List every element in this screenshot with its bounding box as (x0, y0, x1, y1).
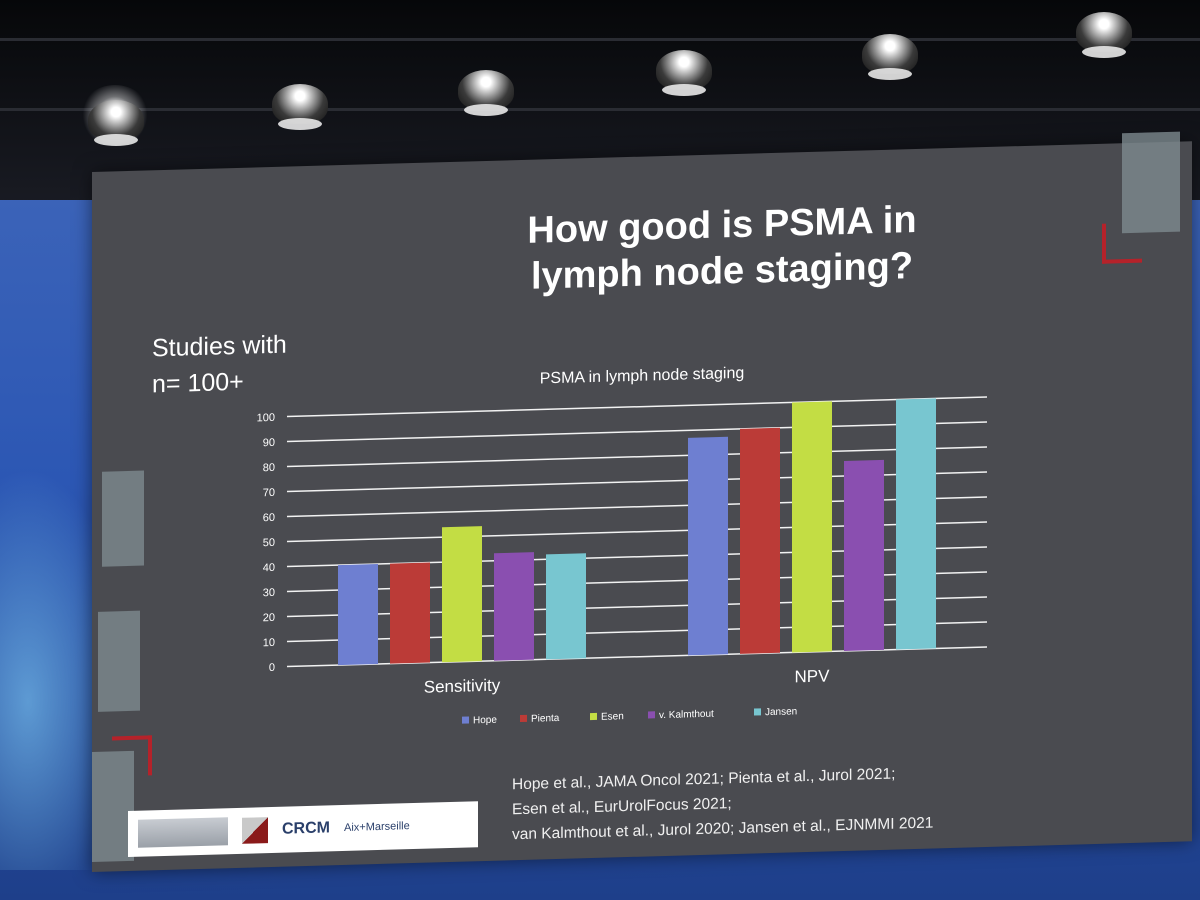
y-tick-label: 60 (263, 512, 275, 524)
bar-v-kalmthout-sensitivity (494, 552, 534, 661)
stage-light (862, 34, 918, 80)
bar-jansen-sensitivity (546, 553, 586, 660)
legend-label: Esen (601, 711, 624, 723)
stage-light (656, 50, 712, 96)
gridline (287, 446, 987, 468)
y-tick-label: 50 (263, 537, 275, 549)
y-tick-label: 100 (257, 412, 275, 425)
legend-swatch (590, 712, 597, 721)
institution-logo-small (242, 817, 268, 844)
x-category-label: Sensitivity (424, 676, 501, 697)
bars (338, 398, 936, 666)
sponsor-logos: CRCM Aix+Marseille (128, 801, 478, 857)
red-corner-mark (1102, 222, 1142, 264)
y-tick-label: 10 (263, 637, 275, 649)
bar-pienta-sensitivity (390, 562, 430, 664)
crcm-logo: CRCM (282, 819, 330, 838)
red-corner-mark (112, 735, 152, 777)
amu-logo: Aix+Marseille (344, 820, 410, 834)
bar-v-kalmthout-npv (844, 459, 884, 651)
bar-esen-sensitivity (442, 526, 482, 663)
stage-light (1076, 12, 1132, 58)
stage-light (88, 100, 144, 146)
y-tick-label: 80 (263, 462, 275, 474)
legend-label: v. Kalmthout (659, 709, 714, 722)
institution-logo (138, 817, 228, 848)
gridline (287, 396, 987, 418)
bar-hope-npv (688, 436, 728, 656)
ceiling-truss (0, 108, 1200, 111)
y-tick-label: 40 (263, 562, 275, 574)
citations: Hope et al., JAMA Oncol 2021; Pienta et … (512, 756, 1092, 847)
bar-chart: PSMA in lymph node staging 0 10 20 30 40 50 60… (257, 365, 987, 726)
x-category-label: NPV (795, 666, 831, 686)
decorative-square (102, 470, 144, 567)
y-tick-label: 30 (263, 587, 275, 599)
decorative-square (98, 610, 140, 712)
stage-light (458, 70, 514, 116)
legend-label: Jansen (765, 706, 797, 718)
legend-swatch (520, 714, 527, 723)
decorative-square (1122, 131, 1180, 234)
legend-swatch (648, 711, 655, 719)
stage-light (272, 84, 328, 130)
legend-swatch (462, 716, 469, 724)
presentation-slide: How good is PSMA in lymph node staging? … (92, 131, 1192, 872)
ceiling-truss (0, 38, 1200, 41)
legend-swatch (754, 708, 761, 716)
y-tick-label: 0 (269, 662, 275, 674)
legend: Hope Pienta Esen v. Kalmthout Jansen (462, 706, 797, 726)
bar-esen-npv (792, 401, 832, 653)
x-axis-categories: Sensitivity NPV (424, 666, 830, 696)
gridline (287, 421, 987, 443)
y-axis-ticks: 0 10 20 30 40 50 60 70 80 90 100 (257, 412, 275, 674)
legend-label: Hope (473, 715, 497, 727)
chart-title: PSMA in lymph node staging (540, 365, 745, 388)
bar-pienta-npv (740, 427, 780, 654)
y-tick-label: 90 (263, 437, 275, 449)
legend-label: Pienta (531, 713, 560, 725)
y-tick-label: 70 (263, 487, 275, 499)
bar-jansen-npv (896, 398, 936, 650)
bar-hope-sensitivity (338, 564, 378, 666)
y-tick-label: 20 (263, 612, 275, 624)
slide-title: How good is PSMA in lymph node staging? (472, 195, 972, 301)
